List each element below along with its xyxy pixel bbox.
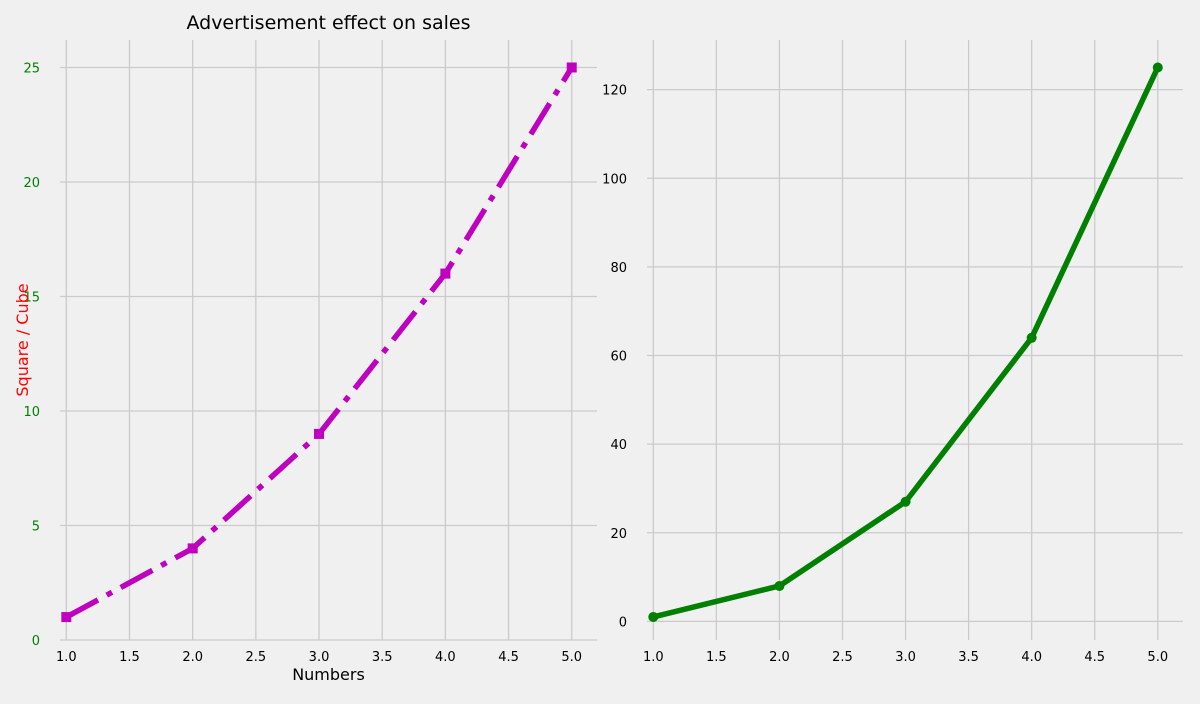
grid-lines [647, 40, 1183, 640]
y-tick-label: 120 [602, 84, 627, 99]
data-point [774, 580, 785, 591]
x-tick-label: 4.5 [498, 650, 519, 665]
x-tick-label: 4.5 [1084, 650, 1105, 665]
x-tick-label: 2.0 [769, 650, 790, 665]
y-tick-label: 0 [619, 615, 627, 630]
data-point [900, 496, 911, 507]
x-tick-label: 3.5 [958, 650, 979, 665]
data-point [648, 611, 659, 622]
x-tick-labels: 1.0 1.5 2.0 2.5 3.0 3.5 4.0 4.5 5.0 [643, 650, 1168, 665]
y-tick-label: 25 [23, 61, 40, 76]
data-point [440, 268, 451, 279]
y-tick-label: 80 [610, 261, 627, 276]
x-axis-label: Numbers [292, 665, 365, 684]
data-point [1026, 332, 1037, 343]
x-tick-label: 2.5 [832, 650, 853, 665]
y-tick-label: 20 [23, 176, 40, 191]
x-tick-label: 3.0 [309, 650, 330, 665]
x-tick-label: 5.0 [1147, 650, 1168, 665]
y-tick-labels: 0 20 40 60 80 100 120 [602, 84, 627, 631]
data-point [566, 62, 577, 73]
y-tick-label: 40 [610, 438, 627, 453]
x-tick-label: 1.0 [56, 650, 77, 665]
y-tick-label: 60 [610, 350, 627, 365]
data-point [314, 428, 325, 439]
y-axis-label: Square / Cube [13, 283, 32, 396]
y-tick-labels: 0 5 10 15 20 25 [23, 61, 40, 649]
data-point [1152, 62, 1163, 73]
x-tick-label: 3.0 [895, 650, 916, 665]
series-0 [648, 62, 1163, 622]
x-tick-label: 5.0 [561, 650, 582, 665]
x-tick-label: 1.5 [706, 650, 727, 665]
chart-title: Advertisement effect on sales [186, 12, 470, 34]
y-tick-label: 0 [32, 634, 40, 649]
x-tick-label: 3.5 [372, 650, 393, 665]
x-tick-label: 1.0 [643, 650, 664, 665]
y-tick-label: 100 [602, 172, 627, 187]
y-tick-label: 5 [32, 519, 40, 534]
y-tick-label: 10 [23, 405, 40, 420]
chart-left: 1.0 1.5 2.0 2.5 3.0 3.5 4.0 4.5 5.0 0 5 10 15 20 25 Adv… [13, 12, 597, 684]
y-tick-label: 15 [23, 290, 40, 305]
x-tick-labels: 1.0 1.5 2.0 2.5 3.0 3.5 4.0 4.5 5.0 [56, 650, 582, 665]
y-tick-label: 20 [610, 527, 627, 542]
x-tick-label: 2.0 [182, 650, 203, 665]
x-tick-label: 4.0 [1021, 650, 1042, 665]
x-tick-label: 4.0 [435, 650, 456, 665]
series-0 [61, 62, 577, 623]
chart-right: 1.0 1.5 2.0 2.5 3.0 3.5 4.0 4.5 5.0 0 20 40 60 80 100 1… [602, 40, 1183, 665]
data-point [187, 543, 198, 554]
data-point [61, 612, 72, 623]
x-tick-label: 2.5 [246, 650, 267, 665]
x-tick-label: 1.5 [119, 650, 140, 665]
grid-lines [60, 40, 597, 641]
